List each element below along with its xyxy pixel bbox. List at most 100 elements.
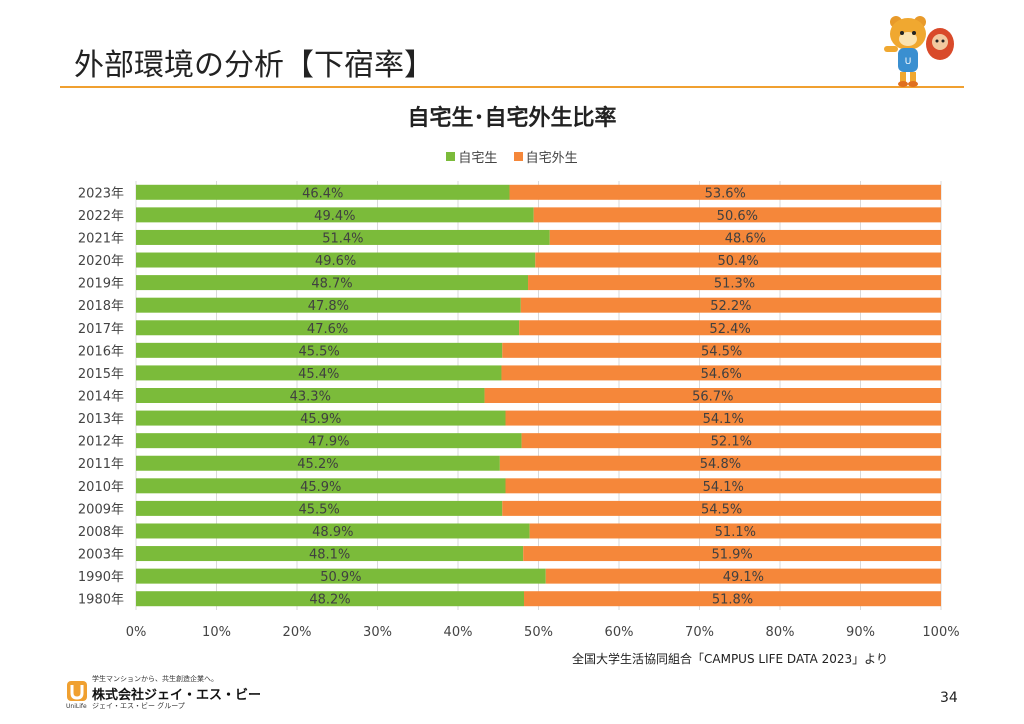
data-label-away: 56.7% (692, 390, 733, 405)
bar-segment-away (505, 478, 941, 494)
y-tick-label: 2020年 (78, 254, 124, 269)
y-tick-label: 2016年 (78, 344, 124, 359)
bar-segment-home (136, 229, 550, 245)
data-label-home: 45.5% (298, 502, 339, 517)
bar-segment-away (545, 568, 941, 584)
unilife-logo-icon (67, 681, 87, 701)
page-number: 34 (940, 690, 958, 706)
bar-segment-away (524, 591, 941, 607)
bar-segment-home (136, 546, 524, 562)
x-tick-label: 90% (846, 625, 875, 640)
y-tick-label: 2023年 (78, 186, 124, 201)
company-logo: 学生マンションから、共生創造企業へ。 株式会社ジェイ・エス・ビー ジェイ・エス・… (66, 668, 261, 712)
legend-swatch-home (446, 152, 456, 161)
y-tick-label: 2009年 (78, 502, 124, 517)
data-label-home: 48.2% (309, 593, 350, 608)
y-tick-label: 2003年 (78, 548, 124, 563)
bar-segment-away (484, 388, 941, 403)
mascot-illustration: U (884, 16, 954, 87)
data-label-home: 43.3% (290, 390, 331, 405)
bar-segment-home (136, 455, 500, 471)
bar-segment-home (136, 342, 503, 358)
bar-segment-home (136, 410, 506, 426)
logo-group-name: ジェイ・エス・ビー グループ (92, 702, 185, 710)
legend-item-home: 自宅生 (446, 147, 497, 166)
y-tick-label: 2011年 (78, 457, 124, 472)
data-label-away: 51.1% (715, 525, 756, 540)
chart-title: 自宅生･自宅外生比率 (407, 106, 617, 131)
bar-segment-home (136, 297, 521, 313)
bar-segment-home (136, 478, 506, 494)
x-tick-label: 80% (766, 625, 795, 640)
data-label-away: 52.1% (711, 435, 752, 450)
data-label-home: 49.4% (314, 209, 355, 224)
data-label-home: 50.9% (320, 570, 361, 585)
data-label-home: 48.9% (312, 525, 353, 540)
x-tick-label: 60% (605, 625, 634, 640)
bar-segment-away (520, 297, 941, 313)
bar-segment-home (136, 523, 530, 539)
y-tick-label: 1990年 (78, 570, 124, 585)
bar-segment-away (502, 500, 941, 516)
bar-segment-away (505, 410, 941, 426)
data-label-away: 51.9% (711, 548, 752, 563)
bar-segment-away (499, 455, 941, 471)
logo-brand: UniLife (66, 703, 87, 710)
data-label-away: 51.8% (712, 593, 753, 608)
data-label-away: 54.5% (701, 344, 742, 359)
data-label-away: 54.6% (701, 367, 742, 382)
data-label-away: 54.8% (700, 457, 741, 472)
y-tick-label: 2022年 (78, 209, 124, 224)
x-tick-label: 0% (126, 625, 147, 640)
data-label-home: 45.4% (298, 367, 339, 382)
bar-segment-home (136, 568, 546, 584)
chart-legend: 自宅生 自宅外生 (0, 147, 1024, 166)
y-tick-label: 2010年 (78, 480, 124, 495)
bar-segment-home (136, 207, 534, 223)
y-tick-label: 2008年 (78, 525, 124, 540)
bar-segment-home (136, 275, 529, 291)
x-tick-label: 10% (202, 625, 231, 640)
data-label-home: 51.4% (322, 231, 363, 246)
slide-title: 外部環境の分析【下宿率】 (74, 48, 434, 83)
data-label-away: 52.2% (710, 299, 751, 314)
y-tick-label: 1980年 (78, 593, 124, 608)
y-tick-label: 2021年 (78, 231, 124, 246)
source-note: 全国大学生活協同組合「CAMPUS LIFE DATA 2023」より (572, 652, 888, 666)
logo-tagline: 学生マンションから、共生創造企業へ。 (92, 675, 218, 683)
bar-segment-home (136, 320, 520, 336)
legend-swatch-away (513, 152, 523, 161)
data-label-away: 49.1% (723, 570, 764, 585)
data-label-home: 45.9% (300, 412, 341, 427)
legend-label-away: 自宅外生 (525, 151, 578, 166)
data-label-home: 49.6% (315, 254, 356, 269)
y-tick-label: 2013年 (78, 412, 124, 427)
bar-segment-home (136, 252, 536, 268)
bar-segment-away (529, 523, 941, 539)
x-tick-label: 70% (685, 625, 714, 640)
bar-segment-away (533, 207, 941, 223)
data-label-home: 47.9% (308, 435, 349, 450)
data-label-away: 53.6% (705, 186, 746, 201)
x-tick-label: 30% (363, 625, 392, 640)
legend-label-home: 自宅生 (458, 151, 498, 166)
bar-segment-away (528, 275, 941, 291)
data-label-away: 48.6% (725, 231, 766, 246)
y-tick-label: 2012年 (78, 435, 124, 450)
data-label-home: 48.7% (311, 277, 352, 292)
x-tick-label: 20% (283, 625, 312, 640)
y-tick-label: 2018年 (78, 299, 124, 314)
data-label-away: 51.3% (714, 277, 755, 292)
bar-segment-away (535, 252, 941, 268)
data-label-away: 50.4% (717, 254, 758, 269)
data-label-home: 48.1% (309, 548, 350, 563)
legend-item-away: 自宅外生 (513, 147, 578, 166)
bar-segment-home (136, 388, 485, 403)
y-tick-label: 2017年 (78, 322, 124, 337)
bar-segment-away (549, 229, 941, 245)
bar-segment-away (519, 320, 941, 336)
x-tick-label: 50% (524, 625, 553, 640)
data-label-away: 54.5% (701, 502, 742, 517)
data-label-home: 47.6% (307, 322, 348, 337)
